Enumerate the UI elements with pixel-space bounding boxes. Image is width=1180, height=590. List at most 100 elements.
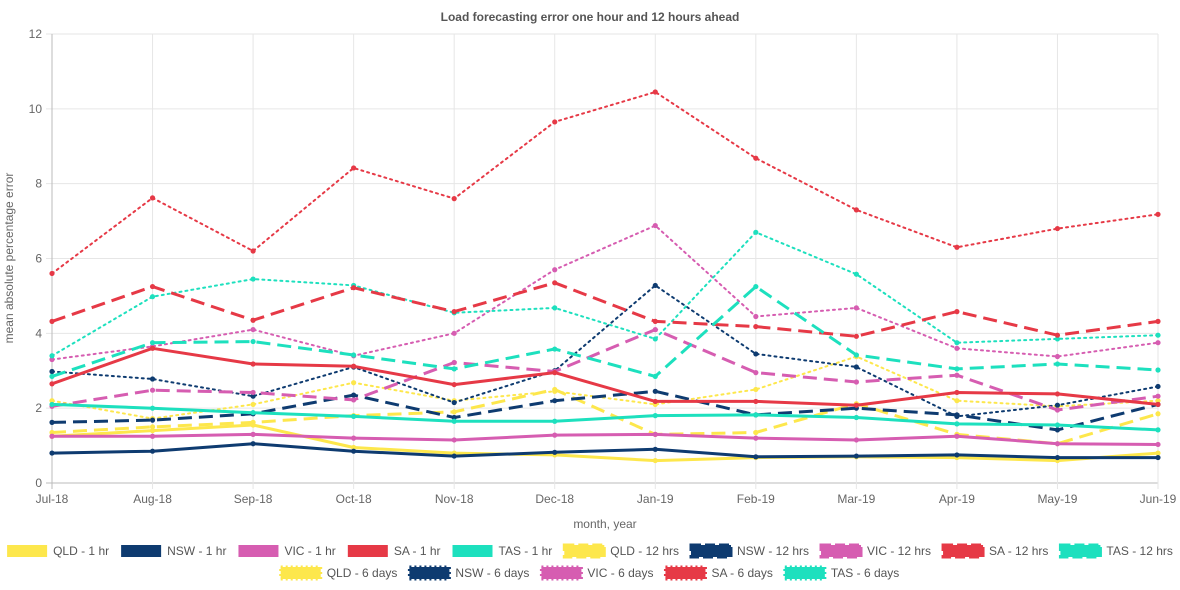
data-point bbox=[552, 346, 558, 352]
series-14 bbox=[49, 229, 1161, 359]
data-point bbox=[451, 196, 457, 202]
series-7 bbox=[49, 326, 1161, 413]
series-2 bbox=[49, 431, 1161, 448]
legend-item[interactable]: TAS - 1 hr bbox=[452, 544, 553, 558]
x-tick-label: Feb-19 bbox=[737, 492, 775, 506]
data-point bbox=[652, 336, 658, 342]
legend-item[interactable]: NSW - 12 hrs bbox=[689, 543, 809, 559]
data-point bbox=[351, 397, 357, 403]
x-tick-label: Aug-18 bbox=[133, 492, 172, 506]
series-4 bbox=[49, 401, 1161, 433]
data-point bbox=[49, 419, 55, 425]
data-point bbox=[1155, 441, 1161, 448]
data-point bbox=[49, 270, 55, 277]
series-line bbox=[51, 328, 1159, 412]
data-point bbox=[1155, 367, 1161, 373]
data-point bbox=[753, 386, 759, 393]
series-line bbox=[52, 432, 1159, 446]
y-tick-label: 6 bbox=[35, 252, 42, 266]
data-point bbox=[954, 433, 960, 439]
data-point bbox=[652, 326, 658, 333]
legend-item[interactable]: VIC - 12 hrs bbox=[819, 543, 931, 559]
data-point bbox=[1054, 332, 1061, 338]
legend-swatch bbox=[783, 565, 827, 581]
series-3 bbox=[49, 345, 1161, 408]
legend-item[interactable]: NSW - 1 hr bbox=[121, 544, 226, 558]
data-point bbox=[853, 414, 859, 421]
data-point bbox=[1155, 427, 1161, 433]
data-point bbox=[451, 309, 457, 315]
data-point bbox=[149, 387, 156, 393]
data-point bbox=[149, 405, 156, 411]
legend-item[interactable]: SA - 12 hrs bbox=[941, 543, 1048, 559]
series-line bbox=[51, 231, 1159, 357]
legend-item[interactable]: TAS - 6 days bbox=[783, 565, 899, 581]
data-point bbox=[853, 437, 859, 443]
data-point bbox=[1054, 391, 1061, 397]
data-point bbox=[351, 363, 357, 369]
legend-item[interactable]: QLD - 1 hr bbox=[7, 544, 109, 558]
legend-item[interactable]: TAS - 12 hrs bbox=[1058, 543, 1173, 559]
data-point bbox=[753, 435, 759, 441]
series-line bbox=[51, 91, 1159, 275]
data-point bbox=[49, 368, 55, 375]
series-line bbox=[51, 402, 1159, 432]
legend-label: QLD - 1 hr bbox=[53, 544, 109, 558]
legend-item[interactable]: VIC - 6 days bbox=[539, 565, 653, 581]
series-line bbox=[51, 285, 1159, 378]
data-point bbox=[351, 448, 357, 454]
legend-swatch bbox=[452, 545, 493, 557]
series-line bbox=[51, 423, 1159, 463]
y-axis-label: mean absolute percentage error bbox=[2, 173, 16, 344]
data-point bbox=[954, 340, 960, 346]
data-point bbox=[652, 318, 658, 324]
data-point bbox=[1155, 340, 1161, 346]
data-point bbox=[351, 392, 357, 398]
legend-swatch bbox=[238, 545, 279, 557]
legend-swatch bbox=[539, 565, 583, 581]
data-point bbox=[1155, 332, 1161, 338]
data-point bbox=[451, 453, 457, 459]
data-point bbox=[954, 389, 960, 396]
data-point bbox=[49, 401, 55, 408]
data-point bbox=[451, 418, 457, 424]
data-point bbox=[753, 398, 759, 405]
legend-item[interactable]: NSW - 6 days bbox=[407, 565, 529, 581]
series-line bbox=[51, 389, 1159, 432]
data-point bbox=[451, 359, 457, 366]
data-point bbox=[954, 452, 960, 458]
data-point bbox=[1054, 422, 1061, 428]
data-point bbox=[954, 421, 960, 427]
legend-item[interactable]: SA - 6 days bbox=[663, 565, 773, 581]
data-point bbox=[753, 370, 759, 376]
data-point bbox=[250, 431, 256, 437]
legend-item[interactable]: VIC - 1 hr bbox=[238, 544, 336, 558]
series-13 bbox=[49, 89, 1161, 277]
legend-item[interactable]: QLD - 6 days bbox=[279, 565, 398, 581]
x-tick-label: Nov-18 bbox=[435, 492, 474, 506]
data-point bbox=[552, 267, 558, 273]
data-point bbox=[351, 285, 357, 291]
legend-item[interactable]: QLD - 12 hrs bbox=[562, 543, 679, 559]
legend-item[interactable]: SA - 1 hr bbox=[347, 544, 441, 558]
data-point bbox=[451, 399, 457, 406]
data-point bbox=[652, 222, 658, 229]
data-point bbox=[652, 89, 658, 95]
data-point bbox=[1155, 398, 1161, 404]
data-point bbox=[753, 351, 759, 357]
data-point bbox=[250, 422, 256, 428]
x-tick-label: Apr-19 bbox=[939, 492, 975, 506]
data-point bbox=[149, 340, 156, 346]
data-point bbox=[753, 454, 759, 460]
data-point bbox=[49, 429, 55, 436]
legend-label: QLD - 12 hrs bbox=[610, 544, 679, 558]
series-line bbox=[51, 355, 1159, 420]
data-point bbox=[149, 283, 156, 290]
data-point bbox=[351, 435, 357, 441]
series-1 bbox=[49, 441, 1161, 461]
data-point bbox=[250, 338, 256, 345]
data-point bbox=[954, 372, 960, 378]
data-point bbox=[753, 313, 759, 320]
data-point bbox=[1155, 318, 1161, 324]
